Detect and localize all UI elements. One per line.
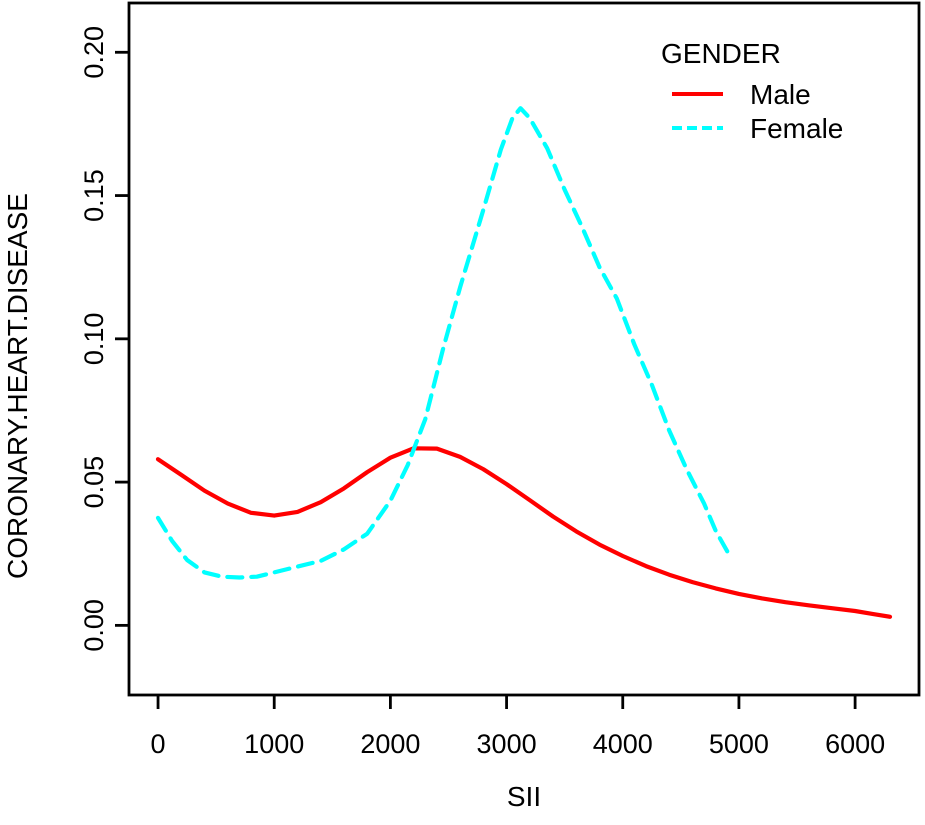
y-axis: 0.00 0.05 0.10 0.15 0.20 [79, 26, 129, 652]
x-tick-label: 6000 [825, 729, 885, 759]
x-tick-label: 4000 [593, 729, 653, 759]
y-tick-label: 0.20 [79, 26, 109, 79]
female-series-line [155, 106, 730, 580]
x-tick-label: 0 [151, 729, 166, 759]
x-tick-label: 3000 [477, 729, 537, 759]
y-tick-label: 0.00 [79, 599, 109, 652]
x-tick-label: 2000 [360, 729, 420, 759]
x-tick-label: 5000 [709, 729, 769, 759]
x-tick-label: 1000 [244, 729, 304, 759]
legend-female-label: Female [750, 113, 843, 144]
x-axis-title: SII [507, 781, 541, 812]
legend: GENDER Male Female [661, 38, 843, 144]
y-tick-label: 0.15 [79, 169, 109, 222]
legend-male-label: Male [750, 79, 811, 110]
y-axis-title: CORONARY.HEART.DISEASE [2, 193, 33, 579]
y-tick-label: 0.10 [79, 313, 109, 366]
plot-box [127, 1, 921, 697]
series-group [155, 106, 893, 619]
x-axis: 0 1000 2000 3000 4000 5000 6000 [151, 695, 885, 759]
y-tick-label: 0.05 [79, 456, 109, 509]
legend-title: GENDER [661, 38, 781, 69]
male-series-line [155, 446, 893, 619]
